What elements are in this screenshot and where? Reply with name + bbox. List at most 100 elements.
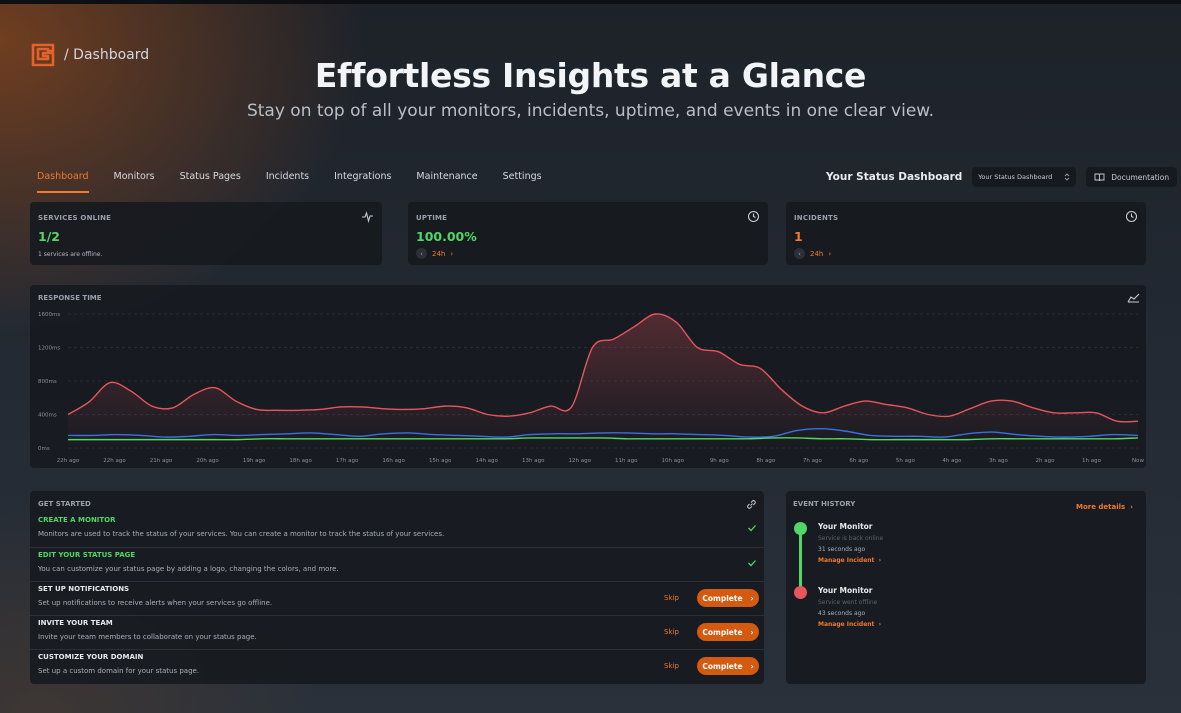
series-line	[67, 313, 1139, 423]
manage-incident-link[interactable]: Manage Incident ›	[818, 557, 882, 564]
x-tick-label: 20h ago	[196, 458, 219, 464]
x-tick-label: 9h ago	[710, 458, 730, 464]
documentation-label: Documentation	[1111, 172, 1170, 182]
x-tick-label: Now	[1132, 458, 1144, 464]
x-tick-label: 14h ago	[475, 458, 498, 464]
chart-title: RESPONSE TIME	[38, 294, 102, 302]
more-details-link[interactable]: More details ›	[1076, 503, 1133, 511]
series-line	[68, 437, 1139, 441]
tab-settings[interactable]: Settings	[502, 171, 542, 182]
chevron-right-icon: ›	[750, 661, 754, 671]
tab-maintenance[interactable]: Maintenance	[416, 171, 478, 182]
x-tick-label: 5h ago	[896, 458, 916, 464]
services-online-card: SERVICES ONLINE 1/2 1 services are offli…	[30, 202, 382, 265]
services-offline-note: 1 services are offline.	[38, 251, 103, 258]
get-started-item: SET UP NOTIFICATIONS Set up notification…	[30, 581, 764, 615]
chevron-right-icon: ›	[750, 593, 754, 603]
item-title: EDIT YOUR STATUS PAGE	[38, 551, 136, 559]
incidents-card: INCIDENTS 1 ‹ 24h ›	[786, 202, 1146, 265]
x-tick-label: 16h ago	[382, 458, 405, 464]
x-tick-label: 6h ago	[849, 458, 869, 464]
services-online-label: SERVICES ONLINE	[38, 214, 112, 222]
series-line	[67, 428, 1139, 438]
x-tick-label: 11h ago	[615, 458, 638, 464]
complete-label: Complete	[702, 593, 743, 603]
complete-button[interactable]: Complete ›	[697, 657, 759, 675]
get-started-title: GET STARTED	[38, 500, 91, 508]
item-desc: Set up notifications to receive alerts w…	[38, 599, 273, 607]
x-tick-label: 10h ago	[662, 458, 685, 464]
x-tick-label: 17h ago	[336, 458, 359, 464]
y-tick-label: 0ms	[38, 446, 50, 452]
event-history-title: EVENT HISTORY	[793, 500, 856, 508]
dashboard-title: Your Status Dashboard	[826, 171, 963, 183]
x-tick-label: 8h ago	[756, 458, 776, 464]
complete-button[interactable]: Complete ›	[697, 623, 759, 641]
uptime-range: 24h	[432, 249, 446, 258]
uptime-range-pager: ‹ 24h ›	[416, 248, 453, 259]
incidents-label: INCIDENTS	[794, 214, 839, 222]
tab-dashboard[interactable]: Dashboard	[37, 171, 89, 193]
uptime-value: 100.00%	[416, 229, 477, 244]
item-title: SET UP NOTIFICATIONS	[38, 585, 130, 593]
complete-button[interactable]: Complete ›	[697, 589, 759, 607]
get-started-item: INVITE YOUR TEAM Invite your team member…	[30, 615, 764, 649]
documentation-button[interactable]: Documentation	[1086, 167, 1178, 187]
chevron-right-icon: ›	[750, 627, 754, 637]
incidents-range-pager: ‹ 24h ›	[794, 248, 831, 259]
history-icon[interactable]	[1125, 210, 1138, 223]
history-icon[interactable]	[747, 210, 760, 223]
item-desc: Invite your team members to collaborate …	[38, 633, 257, 641]
uptime-label: UPTIME	[416, 214, 448, 222]
x-tick-label: 21h ago	[150, 458, 173, 464]
event-history-card: EVENT HISTORY More details › Your Monito…	[786, 491, 1146, 684]
event-monitor-name: Your Monitor	[818, 586, 873, 595]
incidents-next-button[interactable]: ›	[828, 249, 832, 258]
item-title: CREATE A MONITOR	[38, 516, 116, 524]
y-tick-label: 1600ms	[38, 312, 60, 318]
manage-incident-link[interactable]: Manage Incident ›	[818, 621, 882, 628]
online-status-icon	[794, 522, 807, 535]
event-status: Service went offline	[818, 599, 878, 606]
check-icon	[748, 525, 756, 532]
tab-incidents[interactable]: Incidents	[265, 171, 310, 182]
y-tick-label: 400ms	[38, 413, 57, 419]
tab-integrations[interactable]: Integrations	[334, 171, 392, 182]
tab-status-pages[interactable]: Status Pages	[179, 171, 241, 182]
series-area	[68, 313, 1138, 448]
manage-incident-label: Manage Incident	[818, 557, 875, 564]
manage-incident-label: Manage Incident	[818, 621, 875, 628]
uptime-next-button[interactable]: ›	[450, 249, 454, 258]
skip-button[interactable]: Skip	[664, 628, 679, 636]
incidents-value: 1	[794, 229, 803, 244]
breadcrumb[interactable]: / Dashboard	[64, 47, 150, 63]
services-online-value: 1/2	[38, 229, 60, 244]
x-tick-label: 13h ago	[522, 458, 545, 464]
item-desc: You can customize your status page by ad…	[38, 565, 339, 573]
top-edge-bar	[0, 0, 1181, 4]
skip-button[interactable]: Skip	[664, 662, 679, 670]
dashboard-select-value: Your Status Dashboard	[978, 173, 1053, 181]
dashboard-select[interactable]: Your Status Dashboard	[972, 167, 1077, 187]
x-tick-label: 3h ago	[989, 458, 1009, 464]
x-tick-label: 18h ago	[289, 458, 312, 464]
item-desc: Set up a custom domain for your status p…	[38, 667, 200, 675]
activity-icon[interactable]	[361, 210, 374, 223]
updown-chevron-icon	[1064, 173, 1070, 181]
incidents-prev-button[interactable]: ‹	[794, 248, 805, 259]
skip-button[interactable]: Skip	[664, 594, 679, 602]
uptime-prev-button[interactable]: ‹	[416, 248, 427, 259]
response-time-card: RESPONSE TIME 0ms 400ms 800ms 1200ms 1600ms 2…	[30, 285, 1146, 468]
event-time: 43 seconds ago	[818, 610, 866, 617]
tab-monitors[interactable]: Monitors	[113, 171, 155, 182]
area-chart-icon[interactable]	[1127, 291, 1140, 304]
logo-icon[interactable]	[30, 42, 56, 68]
book-icon	[1094, 173, 1105, 181]
main-nav: Dashboard Monitors Status Pages Incident…	[37, 171, 567, 193]
page-title: Effortless Insights at a Glance	[314, 56, 867, 95]
response-time-chart: 0ms 400ms 800ms 1200ms 1600ms 22h ago 22h ago 2…	[38, 312, 1144, 464]
offline-status-icon	[794, 586, 807, 599]
more-details-label: More details	[1076, 503, 1126, 511]
item-title: CUSTOMIZE YOUR DOMAIN	[38, 653, 144, 661]
link-icon[interactable]	[746, 499, 757, 510]
